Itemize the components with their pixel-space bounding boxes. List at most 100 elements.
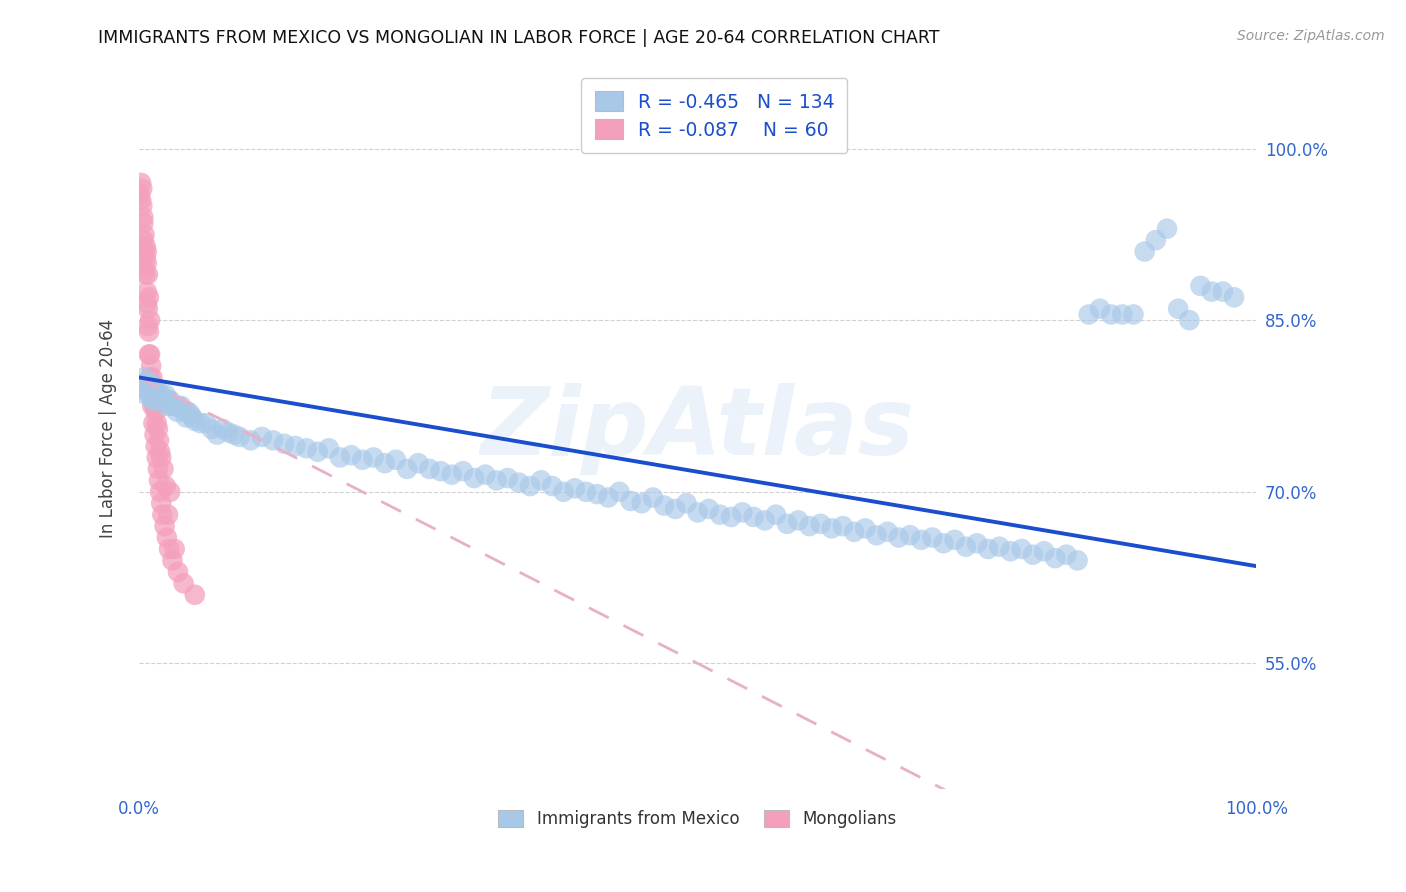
Point xyxy=(132,211,155,225)
Point xyxy=(222,427,245,442)
Point xyxy=(188,416,211,430)
Point xyxy=(179,407,201,421)
Point xyxy=(173,576,195,591)
Point xyxy=(145,416,167,430)
Point xyxy=(396,462,419,476)
Point xyxy=(135,250,157,264)
Point xyxy=(842,524,865,539)
Point xyxy=(329,450,352,465)
Point xyxy=(620,494,643,508)
Point xyxy=(166,405,188,419)
Point xyxy=(162,399,184,413)
Point xyxy=(832,519,855,533)
Point xyxy=(1054,548,1077,562)
Point xyxy=(955,540,977,554)
Point xyxy=(943,533,966,547)
Point xyxy=(152,393,174,408)
Point xyxy=(742,510,765,524)
Point xyxy=(145,450,167,465)
Point xyxy=(142,387,165,401)
Point xyxy=(1189,278,1212,293)
Point xyxy=(485,474,508,488)
Point xyxy=(149,393,172,408)
Point xyxy=(720,510,742,524)
Point xyxy=(146,422,169,436)
Point xyxy=(352,452,374,467)
Point xyxy=(1122,308,1144,322)
Point xyxy=(1045,551,1067,566)
Point xyxy=(139,387,162,401)
Point xyxy=(150,393,173,408)
Point xyxy=(1066,553,1088,567)
Point xyxy=(765,508,787,522)
Point xyxy=(228,430,250,444)
Point xyxy=(163,399,186,413)
Point xyxy=(575,484,598,499)
Point xyxy=(966,536,988,550)
Point xyxy=(1022,548,1045,562)
Point xyxy=(641,491,664,505)
Point xyxy=(652,499,675,513)
Point xyxy=(1111,308,1133,322)
Point xyxy=(136,318,159,333)
Point xyxy=(150,387,173,401)
Point xyxy=(135,256,157,270)
Point xyxy=(135,296,157,310)
Point xyxy=(157,541,180,556)
Point xyxy=(853,521,876,535)
Point xyxy=(731,505,754,519)
Point xyxy=(418,462,440,476)
Point xyxy=(609,484,631,499)
Y-axis label: In Labor Force | Age 20-64: In Labor Force | Age 20-64 xyxy=(100,319,117,539)
Point xyxy=(141,359,163,373)
Point xyxy=(157,393,180,408)
Point xyxy=(1033,544,1056,558)
Point xyxy=(977,541,1000,556)
Point xyxy=(149,444,172,458)
Point xyxy=(1167,301,1189,316)
Point xyxy=(496,471,519,485)
Point xyxy=(134,244,156,259)
Point xyxy=(167,565,190,579)
Point xyxy=(152,462,174,476)
Point xyxy=(143,393,166,408)
Point xyxy=(134,370,156,384)
Point xyxy=(211,422,233,436)
Point xyxy=(1077,308,1099,322)
Point xyxy=(134,227,156,242)
Point xyxy=(754,513,776,527)
Point xyxy=(141,393,163,408)
Point xyxy=(630,496,652,510)
Point xyxy=(139,347,162,361)
Point xyxy=(1133,244,1156,259)
Point xyxy=(138,387,160,401)
Point xyxy=(156,393,179,408)
Point xyxy=(697,502,720,516)
Point xyxy=(664,502,686,516)
Point xyxy=(174,410,197,425)
Point xyxy=(145,439,167,453)
Point xyxy=(440,467,463,482)
Point xyxy=(141,370,163,384)
Point xyxy=(159,484,181,499)
Point xyxy=(155,479,177,493)
Point xyxy=(142,382,165,396)
Point xyxy=(1156,221,1178,235)
Point xyxy=(149,484,172,499)
Point xyxy=(307,444,329,458)
Point xyxy=(131,199,153,213)
Point xyxy=(385,452,408,467)
Point xyxy=(167,399,190,413)
Point xyxy=(530,474,553,488)
Point xyxy=(181,410,204,425)
Point xyxy=(876,524,898,539)
Point xyxy=(1000,544,1022,558)
Point xyxy=(136,301,159,316)
Point xyxy=(686,505,709,519)
Point xyxy=(340,448,363,462)
Point xyxy=(463,471,485,485)
Point xyxy=(1011,541,1033,556)
Point xyxy=(709,508,731,522)
Point xyxy=(141,399,163,413)
Point xyxy=(295,442,318,456)
